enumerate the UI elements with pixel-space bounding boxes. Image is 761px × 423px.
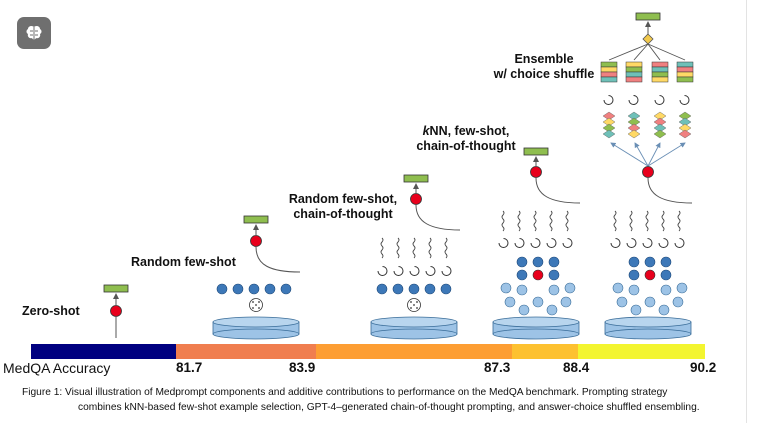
tick-label: 90.2 — [690, 360, 717, 375]
refresh-icons — [498, 238, 573, 248]
few-shot-examples — [216, 283, 292, 295]
output-box — [243, 215, 269, 224]
accuracy-bar-segment — [578, 344, 705, 359]
cot-squiggles — [380, 237, 448, 259]
stage-label-line2: chain-of-thought — [416, 139, 516, 153]
output-box — [103, 284, 129, 293]
accuracy-bar-segment — [31, 344, 176, 359]
app-logo-button[interactable] — [17, 17, 51, 49]
page-edge — [746, 0, 747, 423]
stage-label-line1: Random few-shot, — [288, 192, 398, 206]
accuracy-bar-segment — [316, 344, 512, 359]
accuracy-bar-segment — [176, 344, 316, 359]
refresh-icons — [377, 266, 452, 276]
query-dot — [410, 193, 422, 205]
stage-random-few-shot — [212, 215, 301, 340]
output-box — [523, 147, 549, 156]
tick-label: 83.9 — [289, 360, 316, 375]
stage-label-line1: Ensemble — [514, 52, 574, 66]
stage-label-line2: w/ choice shuffle — [493, 67, 595, 81]
knn-neighbors — [500, 256, 576, 316]
vote-diamond — [642, 33, 654, 45]
stage-label-zero-shot: Zero-shot — [22, 304, 80, 318]
stage-ensemble-choice-shuffle — [600, 12, 694, 340]
caption-line: combines kNN-based few-shot example sele… — [78, 402, 700, 413]
database-icon — [370, 316, 458, 340]
refresh-icons — [603, 95, 690, 105]
stage-label-line2: chain-of-thought — [293, 207, 393, 221]
query-dot — [110, 305, 122, 317]
stage-label-random-few-shot: Random few-shot — [131, 255, 236, 269]
caption-line: Figure 1: Visual illustration of Medprom… — [22, 387, 668, 398]
answer-stacks — [600, 61, 694, 83]
output-box — [403, 174, 429, 183]
stage-knn-few-shot-cot — [492, 147, 581, 340]
stage-random-few-shot-cot — [370, 174, 461, 340]
stage-label-knn-few-shot-cot: kNN, few-shot, chain-of-thought — [404, 124, 528, 154]
axis-title: MedQA Accuracy — [3, 360, 111, 376]
database-icon — [212, 316, 300, 340]
knn-neighbors — [612, 256, 688, 316]
cot-squiggles — [501, 210, 569, 232]
few-shot-examples — [376, 283, 452, 295]
brain-icon — [26, 25, 42, 40]
tick-label: 88.4 — [563, 360, 590, 375]
database-icon — [604, 316, 692, 340]
database-icon — [492, 316, 580, 340]
stage-label-random-few-shot-cot: Random few-shot, chain-of-thought — [283, 192, 403, 222]
output-box — [635, 12, 661, 21]
accuracy-bar-segment — [512, 344, 578, 359]
refresh-icons — [610, 238, 685, 248]
query-dot — [250, 235, 262, 247]
shuffled-choices — [602, 111, 692, 139]
stage-label-ensemble: Ensemble w/ choice shuffle — [484, 52, 604, 82]
stage-zero-shot — [103, 284, 129, 338]
query-dot — [642, 166, 654, 178]
figure-caption: Figure 1: Visual illustration of Medprom… — [22, 385, 742, 415]
dice-icon — [249, 298, 263, 312]
tick-label: 87.3 — [484, 360, 511, 375]
query-dot — [530, 166, 542, 178]
dice-icon — [407, 298, 421, 312]
tick-label: 81.7 — [176, 360, 203, 375]
stage-label-line1: kNN, few-shot, — [422, 124, 510, 138]
cot-squiggles — [613, 210, 681, 232]
